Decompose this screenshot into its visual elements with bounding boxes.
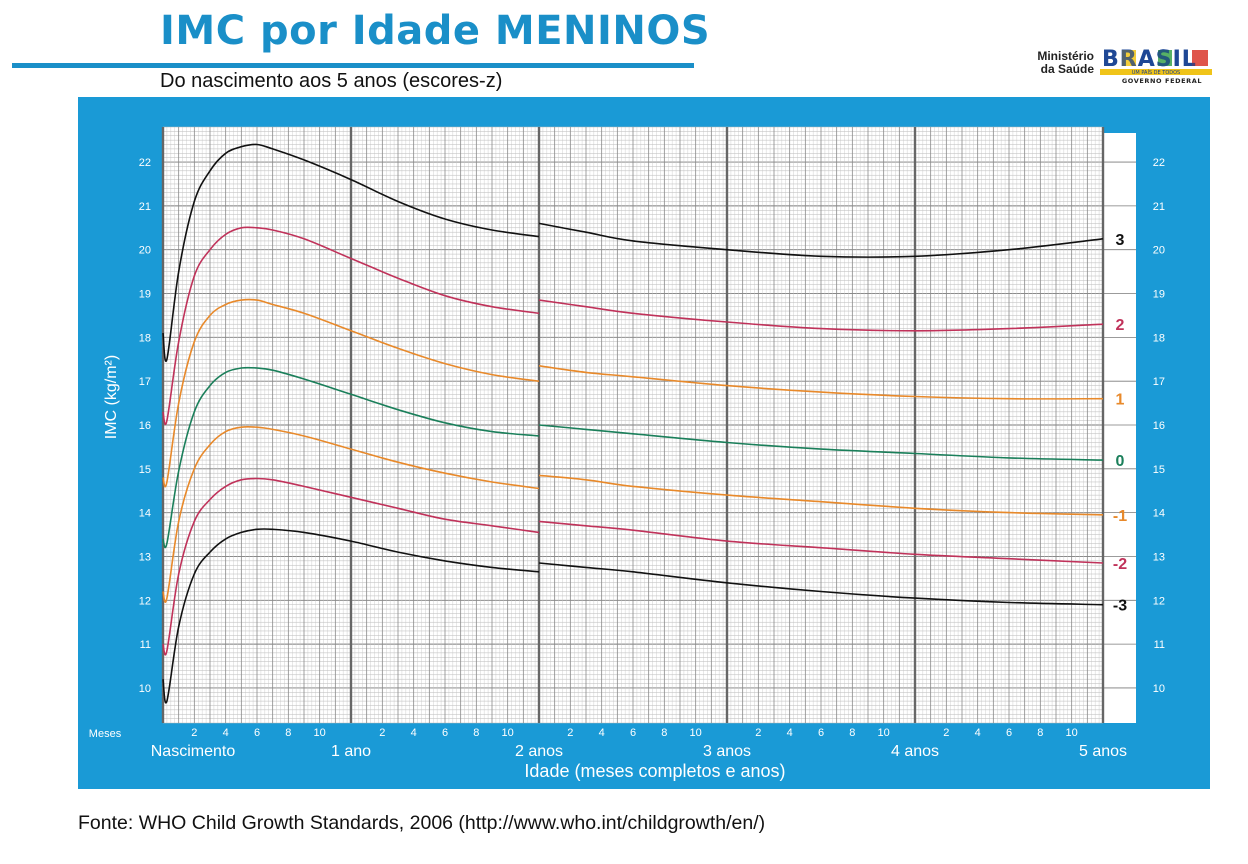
series-line--1-24-60 bbox=[538, 474, 1104, 516]
series-line-1-0-24 bbox=[162, 298, 540, 488]
zscore-label: -2 bbox=[1113, 556, 1127, 573]
series-line-3-24-60 bbox=[538, 222, 1104, 258]
y-tick-label-left: 15 bbox=[139, 464, 151, 476]
series-line--2-0-24 bbox=[162, 477, 540, 656]
month-tick-label: 8 bbox=[1037, 727, 1043, 739]
month-tick-label: 6 bbox=[818, 727, 824, 739]
year-tick-label: 2 anos bbox=[515, 743, 563, 760]
month-tick-label: 4 bbox=[223, 727, 229, 739]
year-tick-label: 5 anos bbox=[1079, 743, 1127, 760]
page-subtitle: Do nascimento aos 5 anos (escores-z) bbox=[160, 70, 503, 92]
y-tick-label-right: 10 bbox=[1153, 683, 1165, 695]
series-line-1-24-60 bbox=[538, 365, 1104, 400]
y-tick-label-right: 17 bbox=[1153, 376, 1165, 388]
y-tick-label-right: 20 bbox=[1153, 245, 1165, 257]
y-tick-label-left: 17 bbox=[139, 376, 151, 388]
month-tick-label: 10 bbox=[878, 727, 890, 739]
month-tick-label: 10 bbox=[1066, 727, 1078, 739]
series-line-2-24-60 bbox=[538, 299, 1104, 332]
month-tick-label: 2 bbox=[191, 727, 197, 739]
zscore-label: -1 bbox=[1113, 508, 1127, 525]
month-tick-label: 10 bbox=[502, 727, 514, 739]
month-tick-label: 4 bbox=[975, 727, 981, 739]
month-tick-label: 6 bbox=[1006, 727, 1012, 739]
ministry-label: Ministério da Saúde bbox=[1010, 50, 1094, 76]
series-line--2-24-60 bbox=[538, 520, 1104, 564]
zscore-label: 0 bbox=[1116, 453, 1125, 470]
x-axis-label: Idade (meses completos e anos) bbox=[524, 761, 785, 781]
y-tick-label-left: 13 bbox=[139, 551, 151, 563]
series-line--3-24-60 bbox=[538, 562, 1104, 606]
series-line--3-0-24 bbox=[162, 528, 540, 704]
month-tick-label: 4 bbox=[787, 727, 793, 739]
month-tick-label: 4 bbox=[599, 727, 605, 739]
series-line-0-0-24 bbox=[162, 366, 540, 549]
zscore-label-panel bbox=[1103, 133, 1136, 723]
page-title: IMC por Idade MENINOS bbox=[160, 8, 711, 54]
y-tick-label-left: 14 bbox=[139, 508, 151, 520]
y-tick-label-right: 13 bbox=[1153, 551, 1165, 563]
month-tick-label: 6 bbox=[442, 727, 448, 739]
month-tick-label: 2 bbox=[943, 727, 949, 739]
year-tick-label: 4 anos bbox=[891, 743, 939, 760]
zscore-label: -3 bbox=[1113, 598, 1127, 615]
series-line-2-0-24 bbox=[162, 226, 540, 426]
y-tick-label-right: 11 bbox=[1154, 639, 1165, 651]
y-tick-label-right: 14 bbox=[1153, 508, 1165, 520]
month-tick-label: 4 bbox=[411, 727, 417, 739]
svg-text:BRASIL: BRASIL bbox=[1102, 47, 1197, 72]
source-note: Fonte: WHO Child Growth Standards, 2006 … bbox=[78, 812, 766, 834]
brasil-logo: BRASIL BRASIL UM PAÍS DE TODOS GOVERNO F… bbox=[1100, 46, 1212, 85]
y-tick-label-left: 22 bbox=[139, 157, 151, 169]
y-tick-label-left: 11 bbox=[140, 639, 151, 651]
y-tick-label-left: 16 bbox=[139, 420, 151, 432]
y-tick-label-right: 22 bbox=[1153, 157, 1165, 169]
y-tick-label-right: 19 bbox=[1153, 289, 1165, 301]
year-tick-label: Nascimento bbox=[151, 743, 236, 760]
month-tick-label: 10 bbox=[314, 727, 326, 739]
month-tick-label: 10 bbox=[690, 727, 702, 739]
y-tick-label-left: 10 bbox=[139, 683, 151, 695]
ministry-line-1: Ministério bbox=[1037, 49, 1094, 63]
y-tick-label-right: 15 bbox=[1153, 464, 1165, 476]
y-axis-label: IMC (kg/m²) bbox=[103, 355, 120, 439]
month-tick-label: 8 bbox=[849, 727, 855, 739]
y-tick-label-right: 18 bbox=[1153, 332, 1165, 344]
y-tick-label-left: 20 bbox=[139, 245, 151, 257]
ministry-line-2: da Saúde bbox=[1040, 62, 1094, 76]
month-tick-label: 8 bbox=[285, 727, 291, 739]
month-tick-label: 2 bbox=[755, 727, 761, 739]
series-line-0-24-60 bbox=[538, 424, 1104, 461]
y-tick-label-right: 12 bbox=[1153, 595, 1165, 607]
month-tick-label: 8 bbox=[661, 727, 667, 739]
month-tick-label: 2 bbox=[379, 727, 385, 739]
zscore-label: 1 bbox=[1116, 392, 1125, 409]
series-line--1-0-24 bbox=[162, 425, 540, 603]
x-unit-label: Meses bbox=[89, 728, 122, 740]
y-tick-label-right: 21 bbox=[1153, 201, 1165, 213]
y-tick-label-left: 12 bbox=[139, 595, 151, 607]
y-tick-label-left: 21 bbox=[139, 201, 151, 213]
y-tick-label-right: 16 bbox=[1153, 420, 1165, 432]
series-line-3-0-24 bbox=[162, 143, 540, 363]
month-tick-label: 8 bbox=[473, 727, 479, 739]
y-tick-label-left: 19 bbox=[139, 289, 151, 301]
year-tick-label: 1 ano bbox=[331, 743, 371, 760]
zscore-label: 3 bbox=[1116, 232, 1125, 249]
svg-text:BRASIL: BRASIL bbox=[1102, 47, 1197, 72]
year-tick-label: 3 anos bbox=[703, 743, 751, 760]
title-underline bbox=[12, 63, 694, 68]
zscore-label: 2 bbox=[1116, 317, 1125, 334]
month-tick-label: 6 bbox=[630, 727, 636, 739]
logo-gov: GOVERNO FEDERAL bbox=[1122, 77, 1202, 85]
month-tick-label: 2 bbox=[567, 727, 573, 739]
y-tick-label-left: 18 bbox=[139, 332, 151, 344]
month-tick-label: 6 bbox=[254, 727, 260, 739]
logo-motto: UM PAÍS DE TODOS bbox=[1132, 69, 1180, 76]
